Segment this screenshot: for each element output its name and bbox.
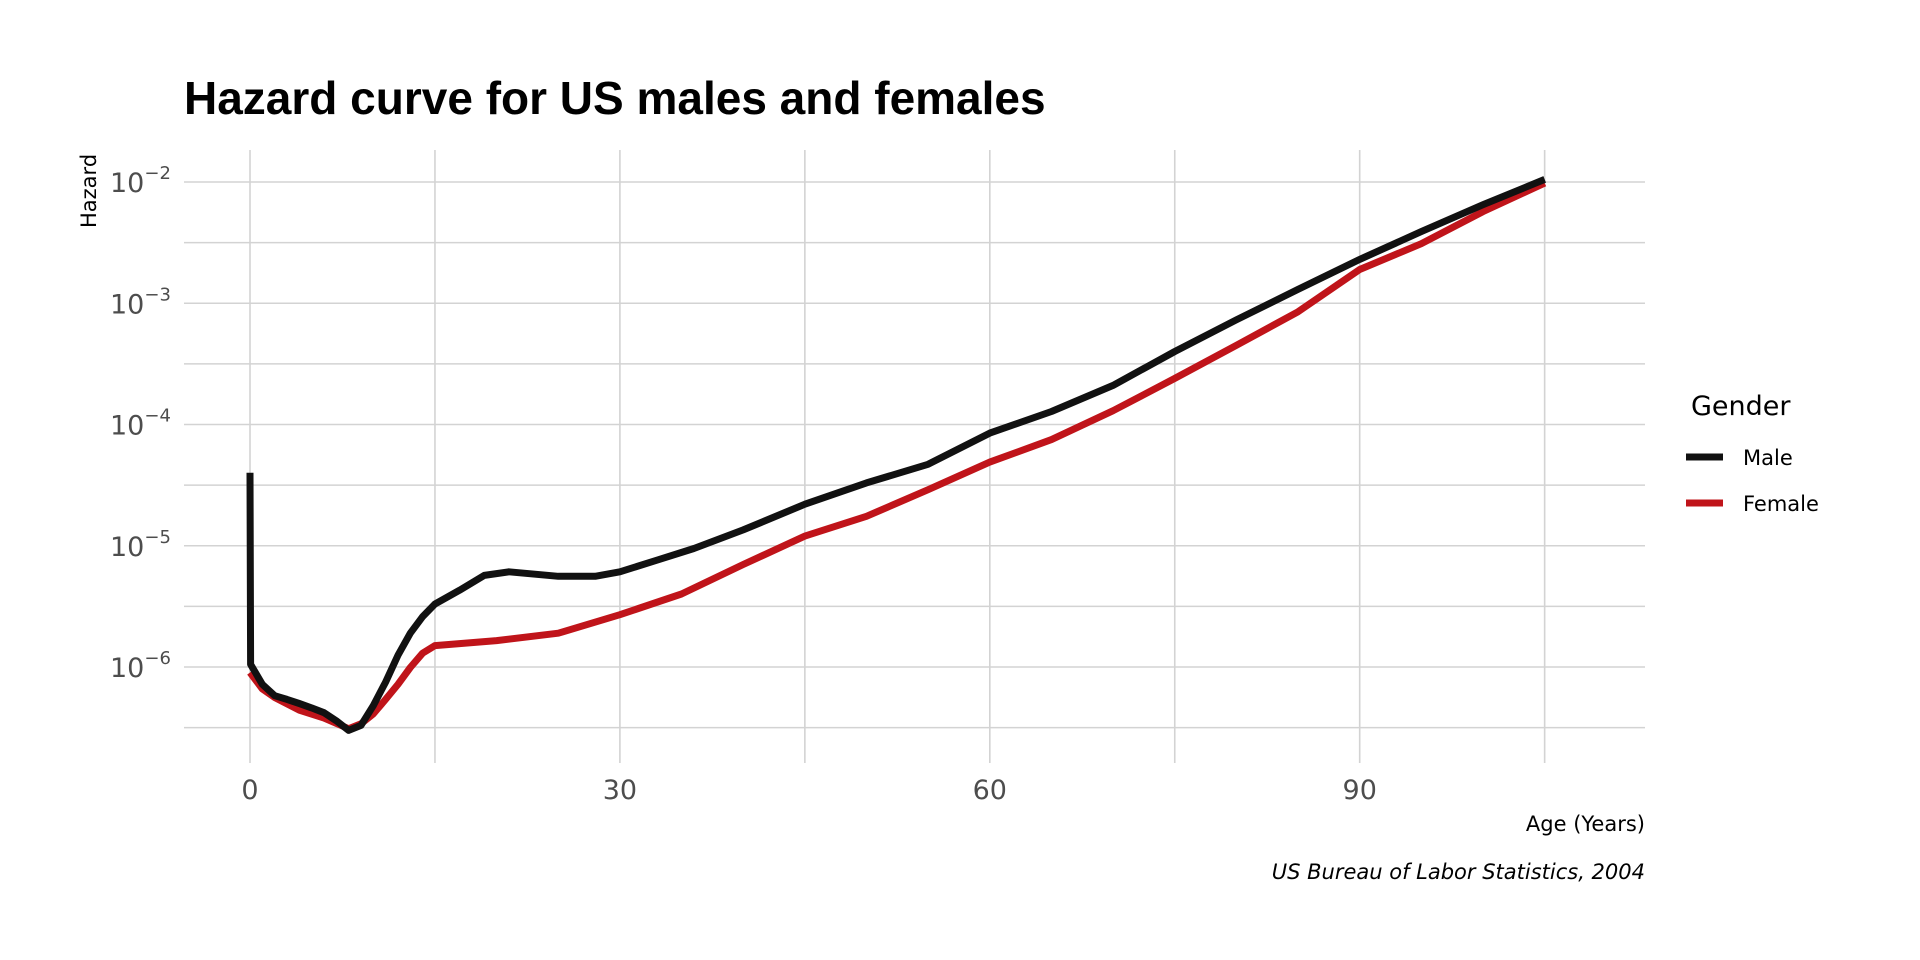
x-axis-tick-labels: 0 30 60 90 — [241, 775, 1376, 806]
y-tick-label: 10−2 — [110, 163, 171, 199]
x-tick-label: 90 — [1343, 775, 1377, 806]
major-gridlines — [184, 150, 1645, 763]
chart-caption: US Bureau of Labor Statistics, 2004 — [1272, 860, 1645, 884]
legend-label: Male — [1743, 446, 1793, 470]
minor-gridlines — [184, 150, 1645, 763]
series-line-male — [246, 176, 1547, 734]
y-tick-label: 10−6 — [110, 648, 171, 684]
series-layer — [246, 176, 1547, 734]
chart-title: Hazard curve for US males and females — [184, 72, 1046, 124]
y-tick-label: 10−5 — [110, 527, 171, 563]
legend-item-male: Male — [1686, 446, 1793, 470]
legend-title: Gender — [1691, 391, 1791, 422]
x-axis-title: Age (Years) — [1526, 812, 1645, 836]
y-tick-label: 10−3 — [110, 284, 171, 320]
x-tick-label: 60 — [973, 775, 1007, 806]
y-tick-label: 10−4 — [110, 406, 171, 442]
legend: Gender Male Female — [1686, 391, 1819, 516]
legend-label: Female — [1743, 492, 1819, 516]
x-tick-label: 0 — [241, 775, 258, 806]
y-axis-title: Hazard — [77, 154, 101, 228]
legend-item-female: Female — [1686, 492, 1819, 516]
y-axis-tick-labels: 10−2 10−3 10−4 10−5 10−6 — [110, 163, 171, 684]
x-tick-label: 30 — [603, 775, 637, 806]
